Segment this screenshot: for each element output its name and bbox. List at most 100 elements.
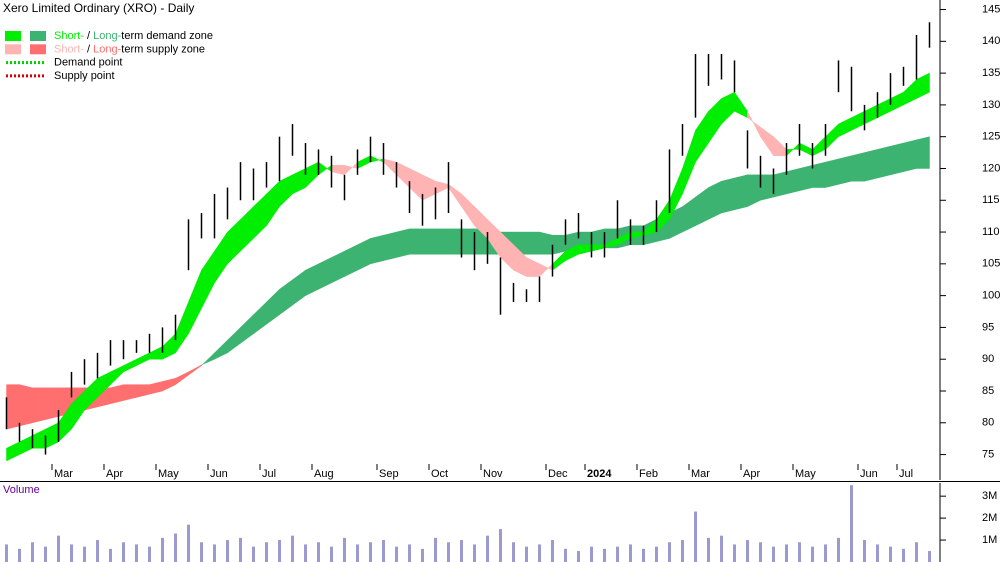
short-term-zone <box>825 123 839 150</box>
short-term-zone <box>578 244 592 255</box>
short-term-zone <box>214 231 228 284</box>
short-term-zone <box>786 142 800 157</box>
volume-bar <box>447 542 450 562</box>
legend-label-part: term supply zone <box>121 43 205 55</box>
short-term-zone <box>526 257 540 277</box>
y-tick-label: 80 <box>982 417 994 429</box>
long-term-zone <box>799 164 813 192</box>
long-term-zone <box>747 174 761 208</box>
legend-label-part: / <box>84 30 93 42</box>
short-term-zone <box>591 244 605 252</box>
volume-bar <box>915 542 918 562</box>
long-term-zone <box>318 257 332 290</box>
long-term-zone <box>539 231 553 255</box>
long-term-zone <box>370 234 384 265</box>
volume-bar <box>18 548 21 562</box>
y-tick-label: 125 <box>982 131 1000 143</box>
volume-bar <box>707 537 710 562</box>
volume-bar <box>187 524 190 562</box>
volume-bar <box>538 544 541 562</box>
legend-label-part: Long- <box>93 43 121 55</box>
long-term-zone <box>825 158 839 188</box>
volume-bar <box>31 542 34 562</box>
y-tick-label: 120 <box>982 162 1000 174</box>
short-term-zone <box>422 174 436 201</box>
y-tick-label: 105 <box>982 258 1000 270</box>
long-term-zone <box>240 314 254 344</box>
short-term-zone <box>227 218 241 265</box>
x-tick-label: Feb <box>639 468 658 480</box>
short-term-zone <box>916 72 930 99</box>
x-tick-label: Mar <box>691 468 710 480</box>
y-tick-label: 135 <box>982 67 1000 79</box>
volume-bar <box>174 533 177 562</box>
legend-entry: Demand point <box>6 57 123 69</box>
volume-bar <box>681 540 684 562</box>
legend-label: Short- / Long-term supply zone <box>54 43 205 55</box>
long-term-zone <box>45 387 59 420</box>
long-term-zone <box>305 263 319 297</box>
long-term-zone <box>136 384 150 398</box>
x-tick-label: Apr <box>106 468 123 480</box>
short-term-zone <box>266 180 280 227</box>
volume-bar <box>330 546 333 562</box>
volume-bar <box>928 551 931 562</box>
short-term-zone <box>175 301 189 354</box>
long-term-zone <box>422 228 436 255</box>
volume-bar <box>876 544 879 562</box>
long-term-zone <box>279 279 293 316</box>
short-term-zone <box>799 142 813 157</box>
short-term-zone <box>851 110 865 131</box>
volume-bar <box>603 548 606 562</box>
long-term-zone <box>708 180 722 220</box>
long-term-zone <box>682 196 696 233</box>
long-term-zone <box>409 228 423 255</box>
long-term-zone <box>383 231 397 261</box>
legend-label: Short- / Long-term demand zone <box>54 30 213 42</box>
y-tick-label: 100 <box>982 290 1000 302</box>
volume-bar <box>148 546 151 562</box>
short-term-zone <box>370 155 384 163</box>
short-term-zone <box>253 193 267 240</box>
volume-bar <box>382 540 385 562</box>
volume-bar <box>226 540 229 562</box>
x-tick-label: Aug <box>314 468 334 480</box>
short-term-zone <box>6 441 20 462</box>
long-term-zone <box>123 384 137 401</box>
volume-bar <box>304 544 307 562</box>
legend-swatch <box>5 44 21 55</box>
volume-bar <box>889 546 892 562</box>
x-tick-label: Jul <box>262 468 276 480</box>
long-term-zone <box>396 228 410 258</box>
volume-bar <box>395 546 398 562</box>
legend-swatch <box>5 31 21 41</box>
short-term-zone <box>279 174 293 208</box>
legend-label: Demand point <box>54 57 123 69</box>
volume-bar <box>109 548 112 562</box>
short-term-zone <box>19 435 33 455</box>
y-tick-label: 90 <box>982 353 994 365</box>
short-term-zone <box>773 136 787 157</box>
volume-bar <box>837 537 840 562</box>
short-term-zone <box>448 183 462 208</box>
x-tick-label: Sep <box>379 468 399 480</box>
volume-bar <box>863 540 866 562</box>
volume-bar <box>785 544 788 562</box>
volume-bar <box>473 544 476 562</box>
y-tick-label: 95 <box>982 321 994 333</box>
long-term-zone <box>266 288 280 325</box>
short-term-zone <box>123 358 137 373</box>
x-tick-label: Jun <box>860 468 878 480</box>
short-term-zone <box>760 126 774 157</box>
x-tick-label: May <box>795 468 816 480</box>
volume-bar <box>200 542 203 562</box>
long-term-zone <box>695 187 709 227</box>
x-tick-label: Jul <box>899 468 913 480</box>
short-term-zone <box>409 168 423 201</box>
volume-bar <box>525 546 528 562</box>
long-term-zone <box>903 139 917 172</box>
short-term-zone <box>903 78 917 106</box>
volume-bar <box>317 542 320 562</box>
volume-bar <box>57 535 60 562</box>
